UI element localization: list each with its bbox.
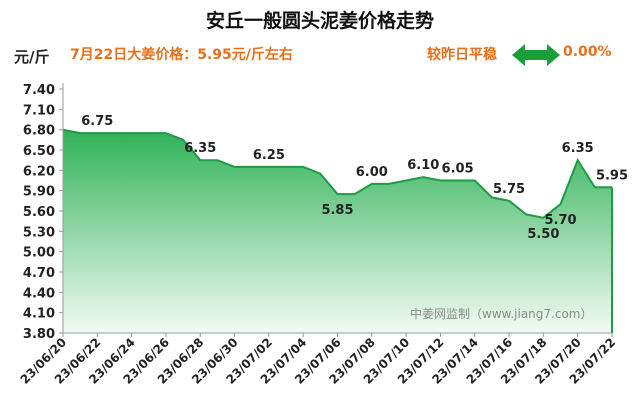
y-tick-label: 5.30 [23,225,55,240]
y-tick-label: 5.60 [23,205,55,220]
y-tick-label: 5.00 [23,246,55,261]
data-label: 6.00 [356,165,388,180]
y-tick-label: 7.10 [23,103,55,118]
y-tick-label: 4.40 [23,286,55,301]
data-label: 6.75 [81,114,113,129]
watermark-text: 中姜网监制（www.jiang7.com） [410,306,592,321]
data-label: 5.50 [527,227,559,242]
compare-label: 较昨日平稳 [427,47,497,63]
chart-title: 安丘一般圆头泥姜价格走势 [205,10,434,32]
data-label: 5.75 [493,182,525,197]
data-label: 6.10 [407,158,439,173]
data-label: 6.05 [442,162,474,177]
y-tick-label: 5.90 [23,185,55,200]
y-tick-label: 4.70 [23,266,55,281]
y-tick-label: 7.40 [23,83,55,98]
y-tick-label: 6.50 [23,144,55,159]
data-label: 6.25 [253,148,285,163]
double-arrow-icon [512,44,560,66]
y-tick-label: 3.80 [23,327,55,342]
data-label: 5.85 [321,203,353,218]
data-label: 6.35 [562,141,594,156]
y-tick-label: 6.20 [23,164,55,179]
price-line [62,128,612,219]
data-label: 5.70 [544,213,576,228]
y-tick-label: 4.10 [23,307,55,322]
compare-value: 0.00% [563,44,612,60]
y-tick-label: 6.80 [23,124,55,139]
data-label: 6.35 [184,141,216,156]
price-note: 7月22日大姜价格：5.95元/斤左右 [70,47,293,63]
y-axis-unit-label: 元/斤 [14,48,50,66]
data-label: 5.95 [596,168,628,183]
